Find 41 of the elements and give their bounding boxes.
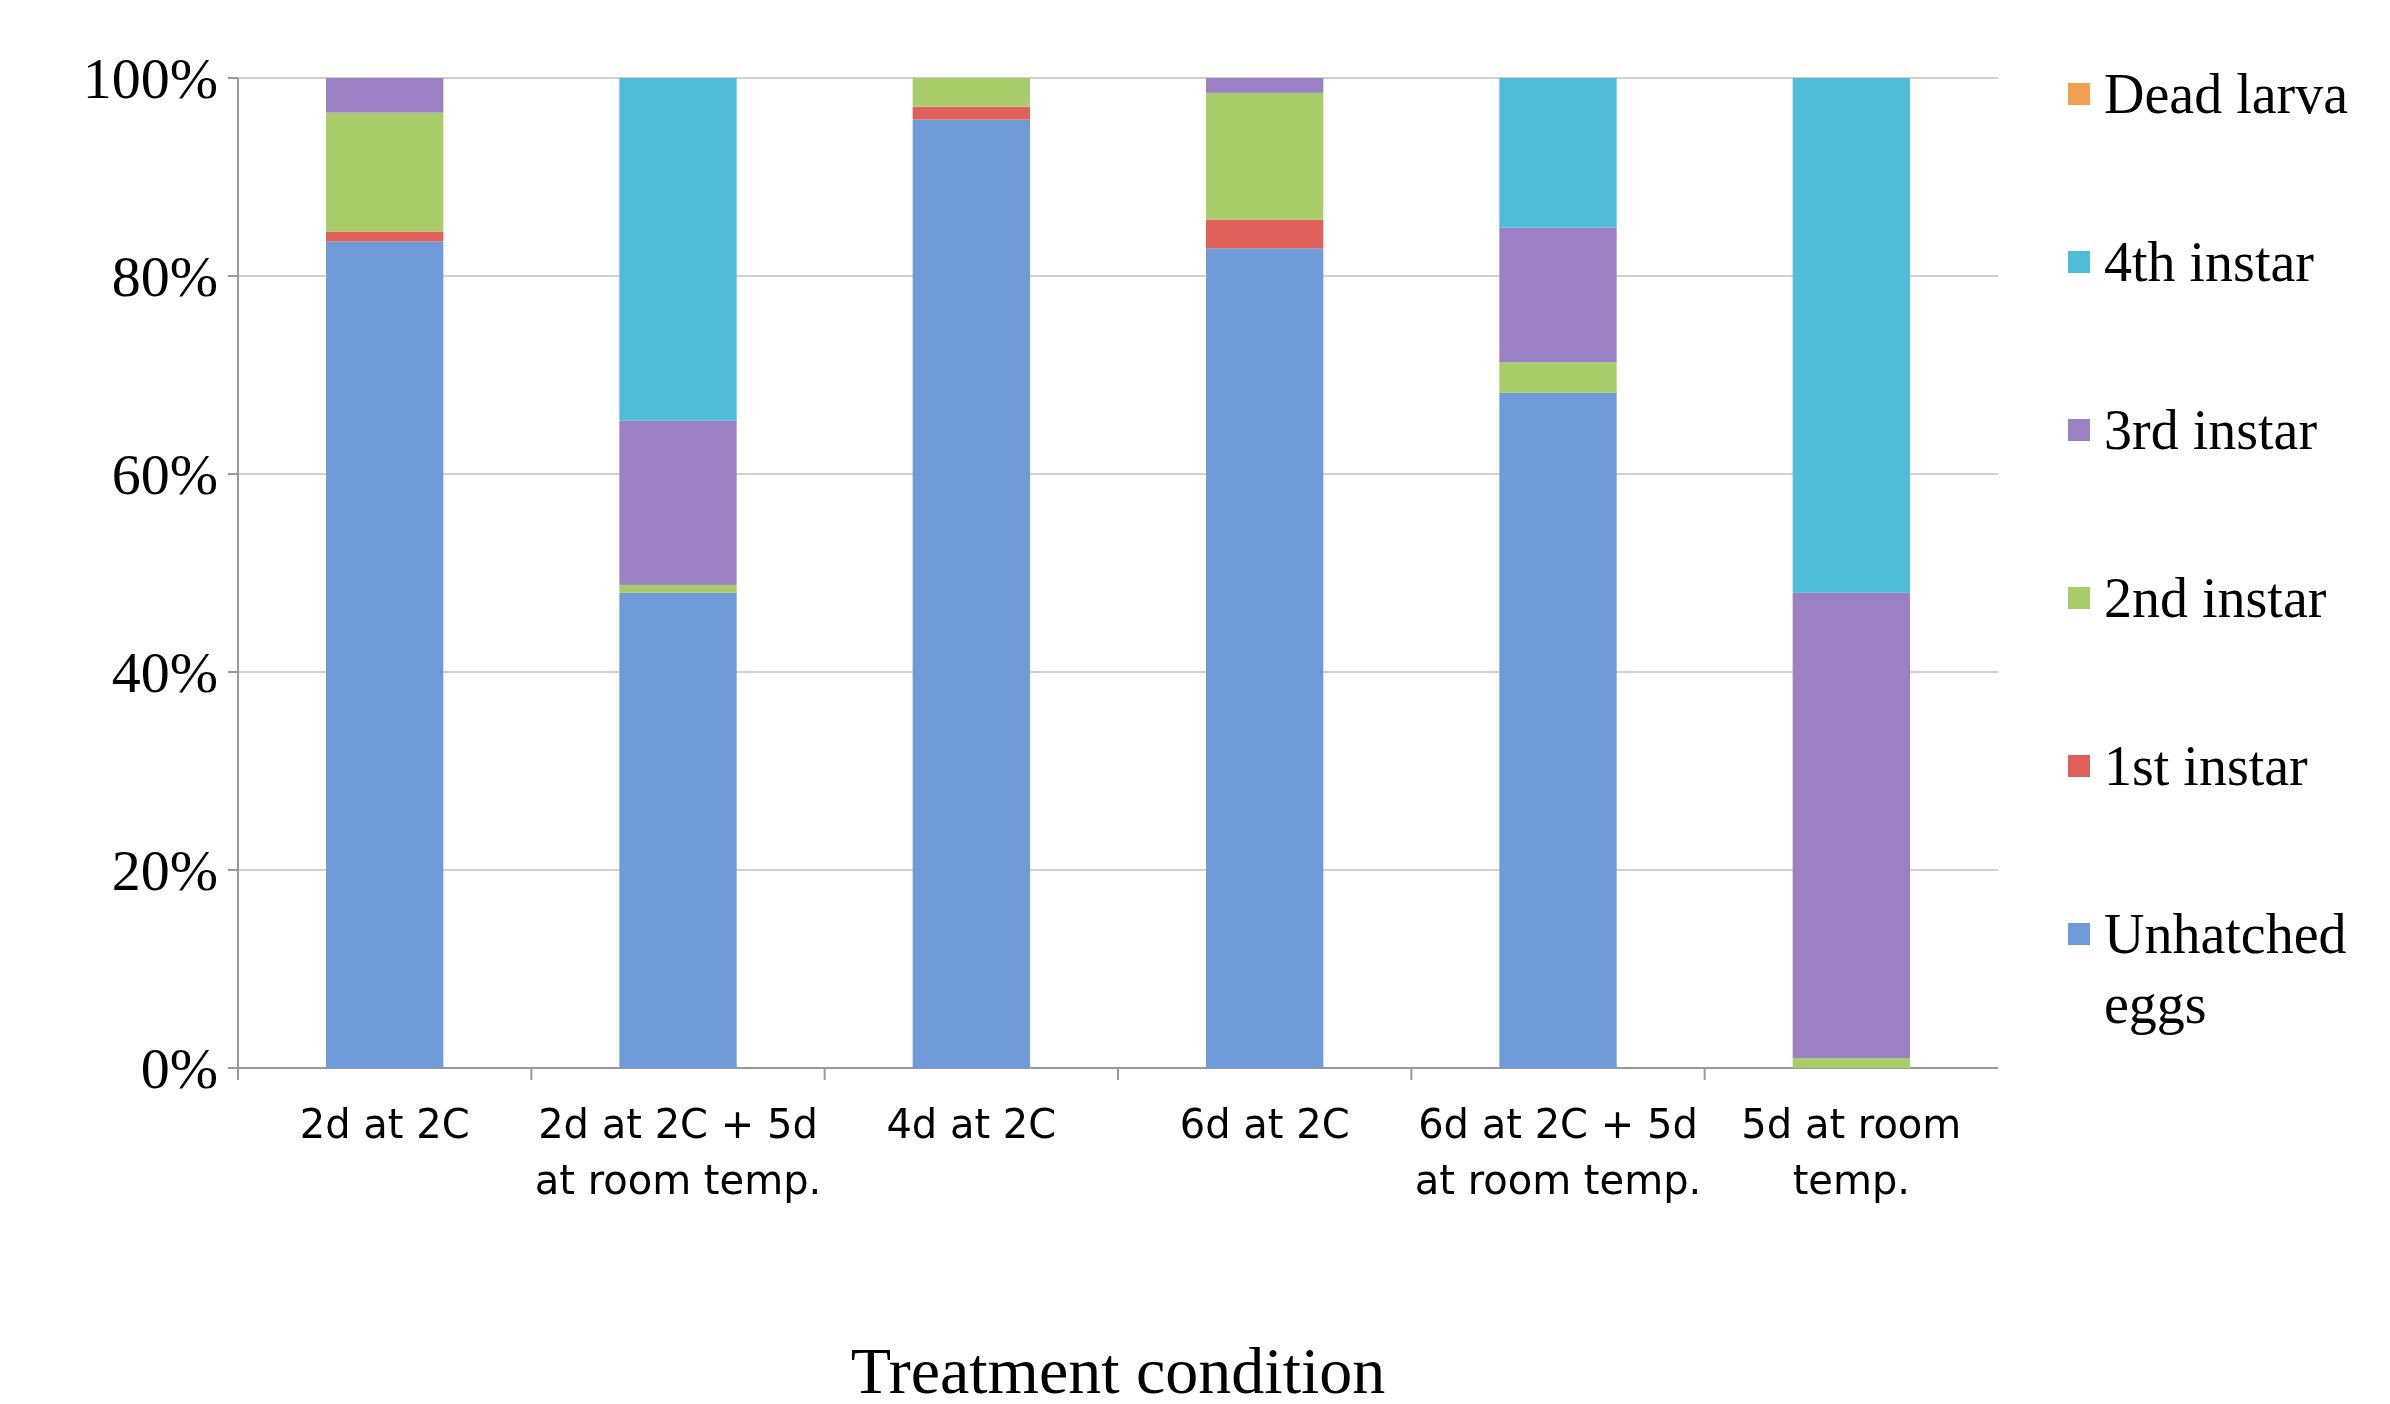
bar [1206,219,1324,249]
bar [1206,92,1324,220]
x-tick-label: 5d at room temp. [1741,1101,1962,1203]
bar [1499,78,1617,228]
legend-label: 2nd instar [2104,567,2327,629]
legend-label: 3rd instar [2104,399,2318,461]
y-tick-label: 100% [82,46,218,112]
bar [912,78,1030,107]
bar [1499,227,1617,363]
y-tick-label: 20% [111,838,218,904]
x-tick-label: 6d at 2C [1179,1101,1350,1147]
x-tick-label: 6d at 2C + 5d at room temp. [1414,1101,1702,1203]
bar [1792,78,1910,593]
x-tick-label: 2d at 2C + 5d at room temp. [534,1101,822,1203]
legend-label: 1st instar [2104,735,2309,797]
bar [1792,1058,1910,1068]
bar [619,592,737,1068]
bar [619,584,737,593]
bar [912,119,1030,1068]
legend-label: Unhatched eggs [2104,903,2347,1035]
bar [326,78,444,113]
x-tick-label: 2d at 2C [299,1101,470,1147]
legend-label: Dead larva [2104,63,2349,125]
bar [912,106,1030,120]
y-tick-label: 40% [111,640,218,706]
bar [619,420,737,585]
legend-label: 4th instar [2104,231,2315,293]
x-axis-title: Treatment condition [850,1334,1386,1404]
bar [1206,248,1324,1068]
bar [1792,592,1910,1059]
bar [1499,362,1617,393]
bar [619,78,737,421]
y-tick-label: 60% [111,442,218,508]
y-tick-label: 80% [111,244,218,310]
bar [1499,392,1617,1068]
bar [326,241,444,1068]
x-tick-label: 4d at 2C [886,1101,1057,1147]
bar [326,112,444,232]
y-tick-label: 0% [140,1036,218,1102]
bar [1206,78,1324,93]
bar [326,231,444,242]
